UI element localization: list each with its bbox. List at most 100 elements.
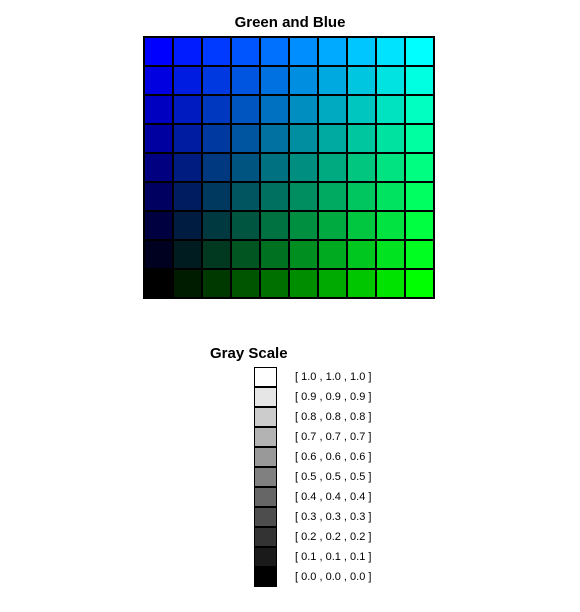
green-blue-cell xyxy=(405,66,434,95)
green-blue-cell xyxy=(231,66,260,95)
green-blue-cell xyxy=(289,153,318,182)
gray-scale-swatch xyxy=(254,487,277,507)
green-blue-cell xyxy=(173,66,202,95)
green-blue-cell xyxy=(289,95,318,124)
gray-scale-row: [ 0.9 , 0.9 , 0.9 ] xyxy=(254,387,371,407)
green-blue-cell xyxy=(318,37,347,66)
gray-scale-swatch xyxy=(254,467,277,487)
green-blue-row xyxy=(144,269,434,298)
green-blue-cell xyxy=(347,124,376,153)
green-blue-cell xyxy=(202,66,231,95)
green-blue-cell xyxy=(405,269,434,298)
gray-scale-row: [ 0.1 , 0.1 , 0.1 ] xyxy=(254,547,371,567)
green-blue-cell xyxy=(376,240,405,269)
gray-scale-label: [ 0.5 , 0.5 , 0.5 ] xyxy=(295,471,371,483)
green-blue-cell xyxy=(405,211,434,240)
green-blue-row xyxy=(144,66,434,95)
green-blue-cell xyxy=(318,269,347,298)
green-blue-cell xyxy=(376,124,405,153)
green-blue-cell xyxy=(231,269,260,298)
gray-scale-swatch xyxy=(254,407,277,427)
green-blue-cell xyxy=(347,37,376,66)
green-blue-cell xyxy=(347,182,376,211)
green-blue-cell xyxy=(376,95,405,124)
green-blue-cell xyxy=(144,66,173,95)
green-blue-cell xyxy=(144,153,173,182)
green-blue-cell xyxy=(376,153,405,182)
green-blue-cell xyxy=(173,182,202,211)
green-blue-cell xyxy=(202,269,231,298)
gray-scale-block: [ 1.0 , 1.0 , 1.0 ] [ 0.9 , 0.9 , 0.9 ] [ … xyxy=(254,367,371,587)
green-blue-cell xyxy=(144,124,173,153)
gray-scale-label: [ 0.3 , 0.3 , 0.3 ] xyxy=(295,511,371,523)
green-blue-cell xyxy=(144,269,173,298)
green-blue-row xyxy=(144,182,434,211)
green-blue-cell xyxy=(202,182,231,211)
green-blue-cell xyxy=(202,37,231,66)
green-blue-cell xyxy=(202,240,231,269)
green-blue-cell xyxy=(173,211,202,240)
gray-scale-label: [ 0.8 , 0.8 , 0.8 ] xyxy=(295,411,371,423)
green-blue-title: Green and Blue xyxy=(0,14,580,31)
green-blue-cell xyxy=(231,240,260,269)
green-blue-cell xyxy=(260,153,289,182)
green-blue-cell xyxy=(318,153,347,182)
green-blue-cell xyxy=(289,66,318,95)
green-blue-cell xyxy=(289,37,318,66)
green-blue-cell xyxy=(231,37,260,66)
green-blue-cell xyxy=(376,66,405,95)
green-blue-cell xyxy=(289,182,318,211)
green-blue-cell xyxy=(144,240,173,269)
gray-scale-swatch xyxy=(254,447,277,467)
gray-scale-label: [ 0.4 , 0.4 , 0.4 ] xyxy=(295,491,371,503)
green-blue-cell xyxy=(318,124,347,153)
gray-scale-label: [ 1.0 , 1.0 , 1.0 ] xyxy=(295,371,371,383)
gray-scale-label: [ 0.1 , 0.1 , 0.1 ] xyxy=(295,551,371,563)
green-blue-cell xyxy=(202,95,231,124)
green-blue-cell xyxy=(405,124,434,153)
gray-scale-label: [ 0.9 , 0.9 , 0.9 ] xyxy=(295,391,371,403)
green-blue-cell xyxy=(260,124,289,153)
gray-scale-row: [ 0.7 , 0.7 , 0.7 ] xyxy=(254,427,371,447)
green-blue-row xyxy=(144,153,434,182)
gray-scale-row: [ 0.6 , 0.6 , 0.6 ] xyxy=(254,447,371,467)
green-blue-cell xyxy=(347,211,376,240)
gray-scale-row: [ 0.3 , 0.3 , 0.3 ] xyxy=(254,507,371,527)
gray-scale-row: [ 0.4 , 0.4 , 0.4 ] xyxy=(254,487,371,507)
green-blue-cell xyxy=(318,240,347,269)
green-blue-row xyxy=(144,37,434,66)
green-blue-cell xyxy=(376,269,405,298)
green-blue-cell xyxy=(231,124,260,153)
gray-scale-title: Gray Scale xyxy=(210,345,288,362)
gray-scale-label: [ 0.2 , 0.2 , 0.2 ] xyxy=(295,531,371,543)
gray-scale-row: [ 0.8 , 0.8 , 0.8 ] xyxy=(254,407,371,427)
green-blue-grid xyxy=(143,36,435,299)
gray-scale-swatch xyxy=(254,527,277,547)
green-blue-cell xyxy=(260,240,289,269)
gray-scale-row: [ 0.0 , 0.0 , 0.0 ] xyxy=(254,567,371,587)
green-blue-cell xyxy=(173,240,202,269)
green-blue-cell xyxy=(318,95,347,124)
green-blue-cell xyxy=(260,269,289,298)
green-blue-cell xyxy=(260,37,289,66)
gray-scale-row: [ 0.5 , 0.5 , 0.5 ] xyxy=(254,467,371,487)
green-blue-cell xyxy=(173,269,202,298)
green-blue-cell xyxy=(173,153,202,182)
gray-scale-row: [ 0.2 , 0.2 , 0.2 ] xyxy=(254,527,371,547)
green-blue-cell xyxy=(260,95,289,124)
green-blue-cell xyxy=(144,37,173,66)
green-blue-cell xyxy=(405,182,434,211)
gray-scale-swatch xyxy=(254,507,277,527)
green-blue-cell xyxy=(144,95,173,124)
green-blue-cell xyxy=(289,211,318,240)
green-blue-row xyxy=(144,124,434,153)
green-blue-cell xyxy=(318,211,347,240)
green-blue-cell xyxy=(405,240,434,269)
green-blue-cell xyxy=(289,269,318,298)
green-blue-cell xyxy=(347,153,376,182)
green-blue-cell xyxy=(173,95,202,124)
green-blue-cell xyxy=(144,211,173,240)
green-blue-cell xyxy=(318,182,347,211)
green-blue-cell xyxy=(202,124,231,153)
green-blue-cell xyxy=(376,182,405,211)
